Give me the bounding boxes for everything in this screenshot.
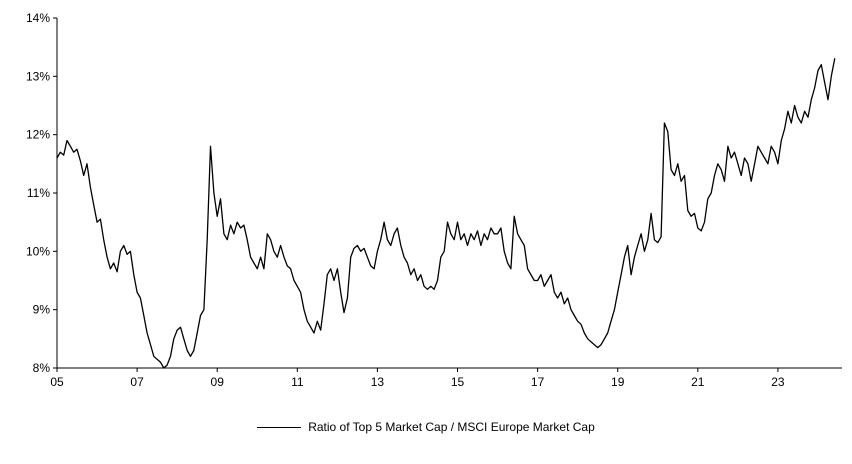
y-tick-label: 9%	[33, 303, 51, 317]
x-tick-label: 05	[50, 375, 64, 389]
x-tick-label: 15	[451, 375, 465, 389]
y-tick-label: 8%	[33, 361, 51, 375]
x-tick-label: 23	[771, 375, 785, 389]
y-tick-label: 12%	[26, 128, 50, 142]
x-tick-label: 09	[211, 375, 225, 389]
y-tick-label: 13%	[26, 69, 50, 83]
x-tick-label: 21	[691, 375, 705, 389]
x-tick-label: 17	[531, 375, 545, 389]
chart-canvas: 8% 9% 10% 11% 12% 13% 14% 05 07 09 11 13 15 17 19 21 23	[26, 11, 842, 389]
chart-legend: Ratio of Top 5 Market Cap / MSCI Europe …	[0, 420, 852, 434]
legend-line-swatch	[257, 426, 302, 428]
x-tick-label: 13	[371, 375, 385, 389]
y-tick-label: 10%	[26, 244, 50, 258]
x-tick-label: 11	[291, 375, 304, 389]
y-tick-label: 14%	[26, 11, 50, 25]
x-tick-label: 19	[611, 375, 625, 389]
x-tick-label: 07	[130, 375, 144, 389]
y-tick-label: 11%	[27, 186, 50, 200]
legend-label: Ratio of Top 5 Market Cap / MSCI Europe …	[308, 420, 595, 434]
ratio-line	[56, 58, 836, 369]
